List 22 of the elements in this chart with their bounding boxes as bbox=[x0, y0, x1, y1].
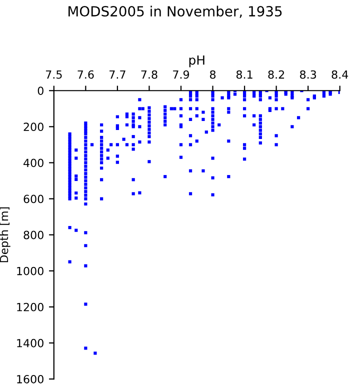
y-tick-label: 400 bbox=[24, 158, 44, 168]
x-tick-label: 7.5 bbox=[46, 70, 62, 79]
x-tick-label: 8.3 bbox=[300, 70, 316, 79]
y-tick-label: 0 bbox=[38, 86, 44, 96]
y-tick-label: 200 bbox=[24, 122, 44, 132]
y-tick-label: 600 bbox=[24, 194, 44, 204]
x-tick-label: 7.9 bbox=[173, 70, 190, 79]
x-tick-label: 8.1 bbox=[236, 70, 252, 79]
chart-title: MODS2005 in November, 1935 bbox=[68, 6, 282, 18]
y-tick-label: 1600 bbox=[17, 374, 44, 384]
y-tick-label: 1200 bbox=[17, 302, 44, 312]
y-tick-label: 800 bbox=[24, 230, 44, 240]
y-tick-label: 1400 bbox=[17, 338, 44, 348]
x-tick-label: 7.7 bbox=[110, 70, 126, 79]
x-tick-label: 8.4 bbox=[332, 70, 348, 79]
x-tick-label: 7.8 bbox=[141, 70, 158, 79]
x-axis-title: pH bbox=[189, 55, 204, 68]
y-tick-label: 1000 bbox=[17, 266, 44, 276]
x-tick-label: 7.6 bbox=[78, 70, 94, 79]
x-tick-label: 8.2 bbox=[268, 70, 284, 79]
y-axis-title: Depth [m] bbox=[0, 207, 10, 262]
x-tick-label: 8 bbox=[210, 70, 216, 79]
